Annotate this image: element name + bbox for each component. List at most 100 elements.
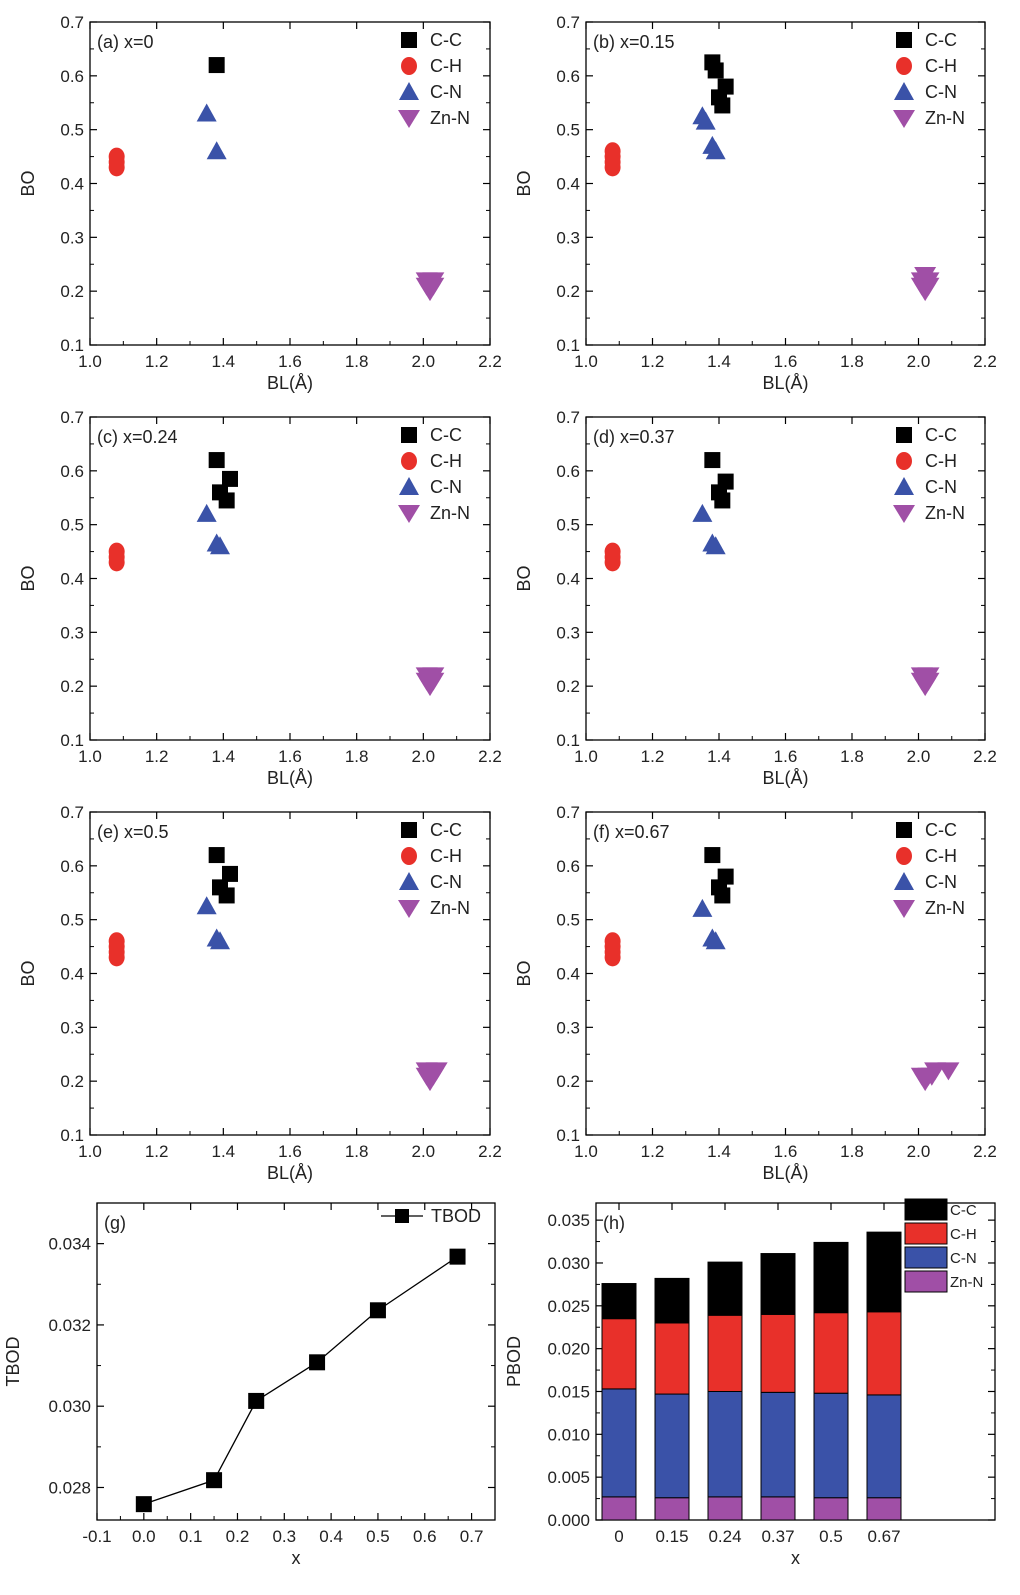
x-tick-label: 0.6 — [413, 1527, 437, 1546]
x-tick-label: 1.8 — [840, 352, 864, 371]
y-tick-label: 0.2 — [556, 282, 580, 301]
series-zn-n — [415, 272, 445, 302]
x-tick-label: 2.0 — [412, 1142, 436, 1161]
x-tick-label: 1.4 — [707, 1142, 731, 1161]
legend-marker — [896, 57, 912, 75]
panel-label: (c) x=0.24 — [97, 427, 178, 447]
x-tick-label: 1.4 — [707, 352, 731, 371]
chart-panel-b: 0.1 0.2 0.3 0.4 0.5 0.6 0.7 BO BL(Å) (b) x=0.15 1.… — [514, 13, 997, 393]
legend-marker — [894, 82, 914, 100]
x-tick-label: 1.6 — [278, 1142, 302, 1161]
data-point — [222, 865, 238, 882]
x-tick-label: 1.8 — [345, 352, 369, 371]
legend-marker — [401, 57, 417, 75]
legend-label: C-C — [925, 820, 957, 840]
panel-label: (h) — [603, 1213, 625, 1233]
bar-c-c — [601, 1283, 637, 1320]
y-tick-label: 0.032 — [48, 1316, 91, 1335]
series-zn-n — [415, 1062, 448, 1092]
bar-c-h — [866, 1311, 902, 1396]
x-tick-label: 1.4 — [212, 1142, 236, 1161]
y-tick-label: 0.030 — [48, 1397, 91, 1416]
series-c-n — [196, 103, 227, 160]
series-c-n — [692, 106, 726, 160]
y-tick-label: 0.3 — [556, 1018, 580, 1037]
data-point — [248, 1392, 265, 1409]
y-tick-label: 0.4 — [60, 175, 84, 194]
data-point — [937, 1062, 960, 1081]
y-tick-label: 0.3 — [556, 623, 580, 642]
data-point — [218, 492, 235, 509]
x-tick-label: 1.6 — [774, 352, 798, 371]
legend-label: C-C — [925, 30, 957, 50]
bar-zn-n — [707, 1496, 743, 1521]
y-tick-label: 0.5 — [60, 121, 84, 140]
data-point — [135, 1496, 152, 1513]
legend-label: C-C — [925, 425, 957, 445]
y-tick-label: 0.005 — [547, 1468, 590, 1487]
series-zn-n — [910, 267, 940, 302]
legend-marker — [896, 427, 912, 443]
y-tick-label: 0.7 — [60, 13, 84, 32]
data-point — [108, 932, 125, 951]
y-tick-label: 0.5 — [556, 516, 580, 535]
chart-panel-d: 0.1 0.2 0.3 0.4 0.5 0.6 0.7 BO BL(Å) (d) x=0.37 1.… — [514, 408, 997, 788]
x-tick-label: 2.0 — [907, 747, 931, 766]
y-tick-label: 0.4 — [60, 965, 84, 984]
series-line — [143, 1256, 458, 1505]
data-point — [914, 283, 937, 302]
data-point — [108, 542, 125, 561]
x-tick-label: 0.4 — [319, 1527, 343, 1546]
x-axis-label: BL(Å) — [762, 1163, 808, 1183]
data-point — [210, 536, 230, 555]
y-tick-label: 0.1 — [60, 1126, 84, 1145]
data-point — [604, 142, 621, 161]
y-tick-label: 0.1 — [556, 731, 580, 750]
data-point — [705, 141, 726, 160]
legend-marker — [401, 822, 417, 838]
bar-c-h — [654, 1322, 690, 1395]
data-point — [714, 97, 731, 114]
x-tick-label: 1.0 — [78, 1142, 102, 1161]
panel-label: (a) x=0 — [97, 32, 154, 52]
data-point — [208, 847, 225, 864]
legend-label: C-C — [430, 820, 462, 840]
bar-zn-n — [760, 1496, 796, 1521]
data-point — [705, 931, 726, 950]
legend-marker — [399, 477, 419, 495]
bar-zn-n — [654, 1497, 690, 1521]
bar-c-n — [601, 1388, 637, 1498]
data-point — [717, 473, 734, 490]
bar-c-c — [813, 1241, 849, 1314]
y-tick-label: 0.4 — [556, 965, 580, 984]
data-point — [704, 452, 721, 469]
series-c-h — [604, 932, 621, 967]
bar-c-n — [707, 1390, 743, 1498]
y-tick-label: 0.5 — [556, 911, 580, 930]
data-point — [415, 1062, 438, 1081]
x-tick-label: 1.2 — [145, 352, 169, 371]
legend-label: C-H — [950, 1226, 977, 1243]
x-tick-label: 2.0 — [412, 352, 436, 371]
series-c-h — [604, 142, 621, 177]
series-c-h — [604, 542, 621, 572]
series-c-h — [108, 932, 125, 967]
x-tick-label: 1.2 — [145, 747, 169, 766]
x-axis-label: x — [292, 1548, 301, 1568]
bar-c-n — [866, 1394, 902, 1499]
legend-label: C-N — [950, 1250, 977, 1267]
series-zn-n — [415, 667, 445, 697]
x-tick-label: 0.15 — [655, 1527, 688, 1546]
x-tick-label: 2.2 — [478, 747, 502, 766]
x-tick-label: 1.0 — [574, 352, 598, 371]
y-tick-label: 0.1 — [60, 731, 84, 750]
series-zn-n — [910, 667, 940, 697]
y-axis-label: BO — [18, 170, 38, 196]
legend-marker — [399, 82, 419, 100]
y-tick-label: 0.034 — [48, 1235, 91, 1254]
x-axis-label: BL(Å) — [267, 768, 313, 788]
x-tick-label: 1.8 — [345, 747, 369, 766]
y-tick-label: 0.3 — [60, 1018, 84, 1037]
legend-marker — [896, 32, 912, 48]
legend-label: Zn-N — [925, 503, 965, 523]
